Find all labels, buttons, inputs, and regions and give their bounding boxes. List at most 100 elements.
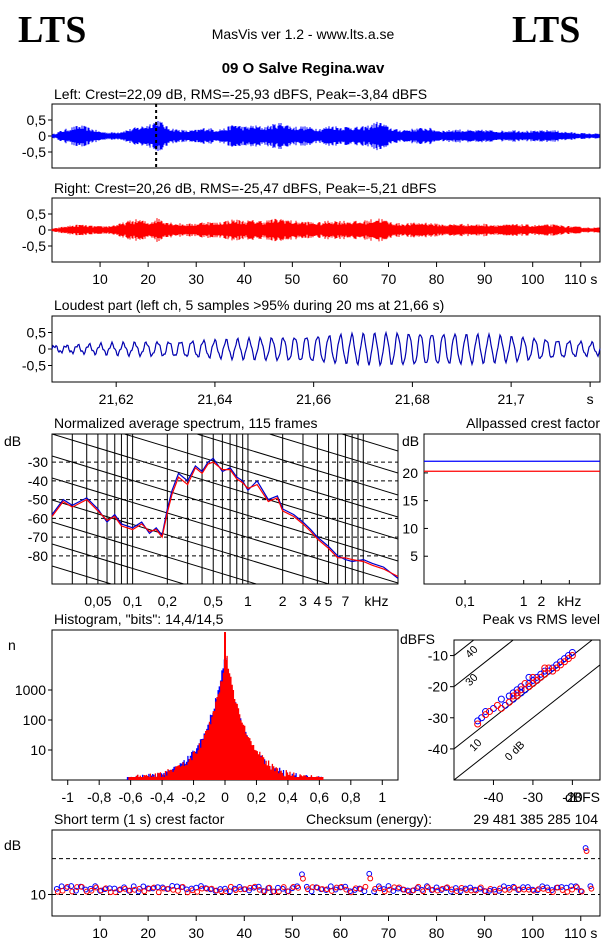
shortterm-point-right (151, 884, 157, 891)
y-tick-label-peakrms: -20 (428, 679, 448, 695)
panel-title-spectrum: Normalized average spectrum, 115 frames (54, 415, 318, 431)
shortterm-point-left (467, 884, 474, 891)
y-tick-label-peakrms: -10 (428, 648, 448, 664)
x-tick-label-spectrum: 4 (313, 593, 321, 609)
peakrms-point-right (497, 704, 505, 712)
peakrms-point-right (493, 701, 501, 709)
shortterm-point-right (141, 888, 148, 895)
x-tick-label-shortterm: 100 (521, 925, 545, 941)
shortterm-point-right (506, 886, 513, 893)
x-tick-label-spectrum: 0,05 (84, 593, 111, 609)
shortterm-frame (51, 829, 601, 917)
shortterm-point-left (73, 887, 79, 894)
x-tick-label-right: 20 (140, 271, 156, 287)
spectrum-slope-line (52, 280, 398, 385)
shortterm-point-left (452, 885, 459, 891)
shortterm-point-right (434, 887, 441, 894)
peakrms-diagonal (454, 640, 514, 688)
shortterm-point-right (578, 888, 585, 895)
shortterm-point-left (366, 870, 373, 877)
peakrms-diagonal (454, 664, 600, 780)
shortterm-point-left (323, 887, 329, 893)
shortterm-point-left (443, 885, 450, 891)
y-tick-label-peakrms: -30 (428, 710, 448, 726)
shortterm-point-left (92, 883, 99, 890)
y-tick-label-right: 0 (38, 222, 46, 238)
x-tick-label-spectrum: 0,2 (158, 593, 178, 609)
shortterm-point-right (328, 888, 335, 894)
shortterm-point-right (444, 884, 451, 891)
shortterm-point-right (184, 889, 191, 896)
shortterm-point-left (246, 887, 252, 894)
y-tick-label-shortterm: 10 (30, 887, 46, 903)
shortterm-point-right (487, 885, 494, 892)
x-tick-label-shortterm: 80 (429, 925, 445, 941)
x-tick-label-shortterm: 70 (381, 925, 397, 941)
panel-title-peakrms: Peak vs RMS level (483, 611, 600, 627)
spectrum-slope-line (52, 324, 398, 429)
logo-right: LTS (512, 9, 581, 51)
shortterm-point-right (425, 884, 431, 891)
shortterm-point-right (583, 848, 590, 854)
shortterm-point-right (189, 887, 196, 894)
shortterm-point-left (63, 885, 70, 892)
peakrms-point-left (501, 701, 509, 709)
x-tick-label-loudest: 21,62 (99, 391, 134, 407)
shortterm-point-right (550, 889, 556, 895)
shortterm-point-left (231, 885, 238, 892)
shortterm-point-right (285, 888, 292, 895)
y-tick-label-allpass: 5 (410, 548, 418, 564)
x-tick-label-spectrum: kHz (364, 593, 388, 609)
shortterm-point-left (183, 886, 190, 893)
shortterm-point-left (587, 883, 594, 889)
shortterm-point-right (276, 888, 282, 895)
x-tick-label-spectrum: 5 (325, 593, 333, 609)
shortterm-point-left (419, 886, 426, 893)
x-tick-label-histogram: -0,2 (181, 789, 205, 805)
y-tick-label-spectrum: -50 (28, 492, 48, 508)
shortterm-point-left (130, 883, 137, 890)
shortterm-point-right (88, 887, 95, 894)
shortterm-point-right (545, 887, 552, 894)
peakrms-diagonal-label: 0 dB (503, 739, 527, 763)
x-tick-label-allpass: 1 (520, 593, 528, 609)
panel-title-loudest: Loudest part (left ch, 5 samples >95% du… (54, 297, 444, 313)
x-tick-label-right: 90 (477, 271, 493, 287)
spectrum-slope-line (267, 434, 398, 474)
checksum-value: 29 481 385 285 104 (473, 811, 598, 827)
shortterm-point-left (424, 883, 430, 890)
x-tick-label-right: 60 (333, 271, 349, 287)
shortterm-point-right (386, 886, 393, 893)
y-tick-label-left: -0,5 (22, 144, 46, 160)
shortterm-point-left (255, 883, 262, 890)
shortterm-point-right (324, 886, 330, 893)
shortterm-point-left (371, 888, 377, 895)
x-axis-label-peakrms: dBFS (565, 789, 600, 805)
shortterm-point-left (524, 884, 531, 890)
x-tick-label-spectrum: 0,5 (203, 593, 223, 609)
y-tick-label-histogram: 1000 (15, 682, 46, 698)
shortterm-point-right (300, 875, 306, 882)
shortterm-point-left (289, 885, 296, 892)
x-tick-label-shortterm: 110 s (564, 925, 597, 941)
peakrms-point-left (525, 673, 533, 681)
peakrms-diagonal-label: 30 (463, 672, 480, 689)
x-tick-label-right: 10 (92, 271, 108, 287)
shortterm-point-right (482, 888, 489, 895)
y-axis-label-spectrum: dB (4, 433, 21, 449)
spectrum-slope-line (52, 499, 331, 584)
allpass-frame (423, 433, 601, 585)
shortterm-point-right (401, 886, 407, 893)
shortterm-point-left (198, 883, 204, 889)
shortterm-point-left (342, 883, 349, 890)
shortterm-point-left (174, 883, 180, 890)
peakrms-point-right (474, 720, 482, 728)
y-tick-label-spectrum: -40 (28, 473, 48, 489)
x-tick-label-shortterm: 60 (333, 925, 349, 941)
shortterm-point-right (98, 887, 104, 894)
spectrum-series-right (51, 461, 399, 578)
spectrum-slope-line (52, 521, 259, 584)
shortterm-point-right (280, 884, 287, 890)
shortterm-point-right (102, 885, 109, 892)
shortterm-point-left (53, 885, 60, 892)
